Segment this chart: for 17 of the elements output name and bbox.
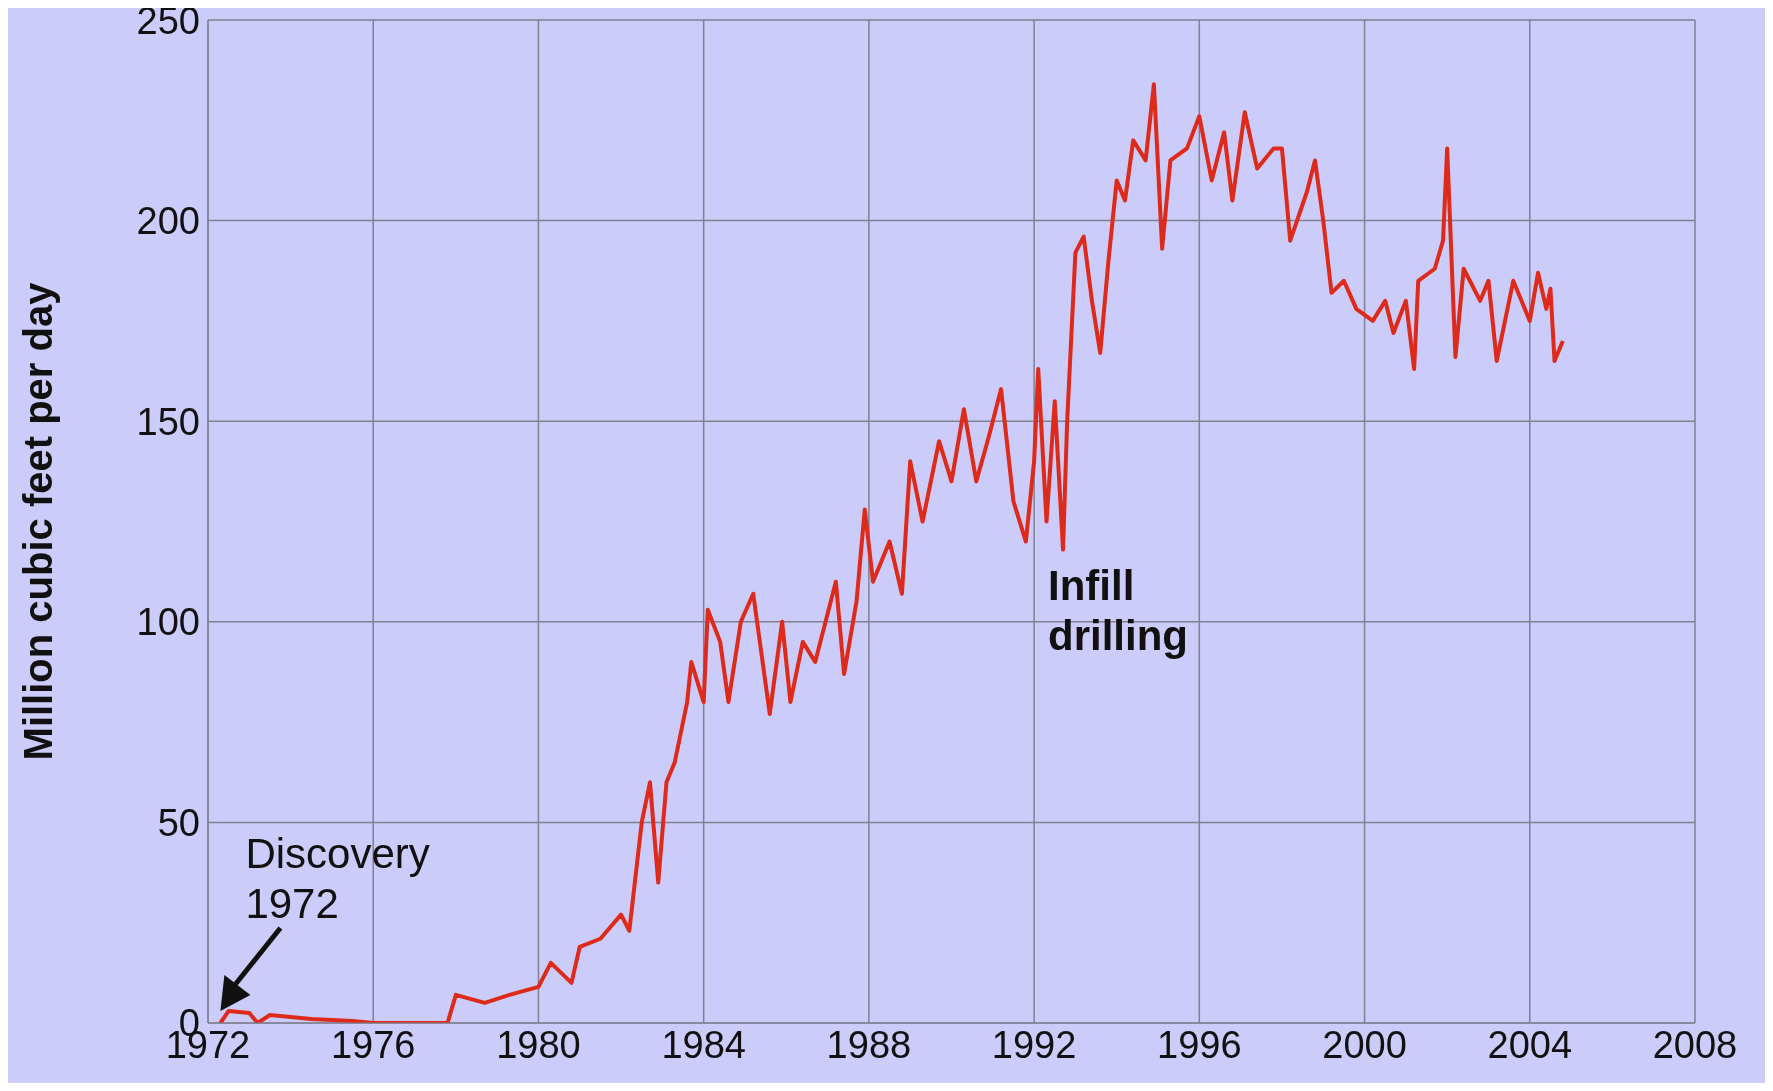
y-tick-label: 100 [136,601,200,644]
x-tick-label: 1996 [1157,1023,1242,1066]
y-tick-label: 150 [136,400,200,443]
x-tick-label: 1984 [661,1023,746,1066]
annotation: Infill drilling [1048,561,1189,659]
line-series [218,82,1565,1023]
x-tick-label: 1976 [330,1023,416,1066]
x-tick-label: 1980 [496,1023,581,1066]
y-tick-label: 50 [157,801,200,844]
x-tick-label: 1992 [991,1023,1077,1066]
y-axis-title: Million cubic feet per day [16,281,61,761]
x-tick-label: 2008 [1652,1023,1738,1066]
annotation: Discovery 1972 [245,830,430,927]
y-tick-label: 200 [136,200,200,243]
x-tick-label: 1988 [826,1023,912,1066]
x-tick-label: 2004 [1487,1023,1573,1066]
x-tick-label: 2000 [1322,1023,1407,1066]
